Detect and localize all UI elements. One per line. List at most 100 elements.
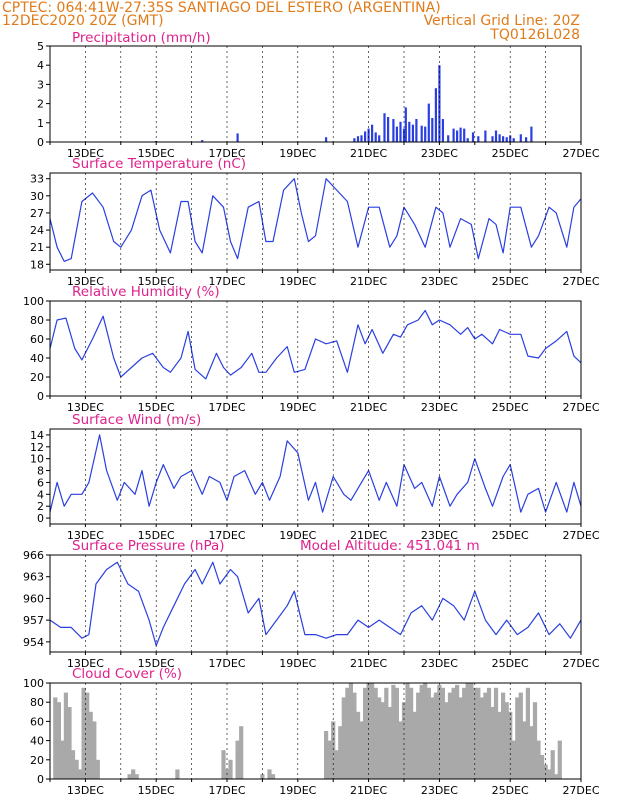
humidity-plot: 0 20 40 60 80 100 13DEC 15DEC 17DEC 19DEC 21DEC 23D… <box>23 295 600 414</box>
cloud-bar-30 <box>341 697 346 779</box>
cloud-bar-76 <box>504 702 509 779</box>
panel-cloud-cover: Cloud Cover (%) 0 20 40 60 80 100 13DEC 15DEC 17… <box>23 666 600 797</box>
cloud-bar-39 <box>373 687 378 779</box>
wind-title: Surface Wind (m/s) <box>72 412 201 428</box>
xtick-label-0-4: 21DEC <box>350 147 387 160</box>
precip-bar-30 <box>452 128 455 142</box>
plot-frame-3 <box>49 428 582 525</box>
plot-frame-2 <box>49 300 582 397</box>
xtick-label-2-4: 21DEC <box>350 401 387 414</box>
cloud-bar-13 <box>127 774 132 779</box>
plot-frame-1 <box>49 172 582 271</box>
xtick-label-4-3: 19DEC <box>279 657 316 670</box>
precip-bar-35 <box>471 132 475 142</box>
xtick-label-1-1: 15DEC <box>138 275 175 288</box>
panel-temperature: Surface Temperature (nC) 18 21 24 27 30 33 13D… <box>30 156 600 288</box>
ytick-label-1-5: 33 <box>30 173 44 186</box>
xtick-label-0-2: 17DEC <box>208 147 245 160</box>
precip-bar-45 <box>519 134 522 142</box>
precip-bar-26 <box>434 88 437 142</box>
cloud-plot: 0 20 40 60 80 100 13DEC 15DEC 17DEC 19DEC 21DEC 23D… <box>23 677 600 797</box>
cloud-bar-51 <box>416 692 421 779</box>
precip-bar-18 <box>404 107 407 142</box>
ytick-label-3-3: 6 <box>37 476 44 489</box>
xtick-label-5-7: 27DEC <box>562 784 599 797</box>
cloud-bar-60 <box>447 692 453 779</box>
series-line-4 <box>49 561 582 647</box>
xtick-label-1-0: 13DEC <box>67 275 104 288</box>
precip-bar-47 <box>530 126 533 142</box>
xtick-label-1-5: 23DEC <box>421 275 458 288</box>
xtick-label-1-3: 19DEC <box>279 275 316 288</box>
humidity-title: Relative Humidity (%) <box>72 284 220 300</box>
cloud-bar-75 <box>501 692 506 779</box>
cloud-bar-27 <box>331 721 336 779</box>
ytick-label-4-1: 957 <box>23 614 44 627</box>
precip-bar-43 <box>509 135 512 142</box>
cloud-bar-19 <box>228 759 233 779</box>
panel-humidity: Relative Humidity (%) 0 20 40 60 80 100 13DEC 1… <box>23 284 600 414</box>
xtick-label-3-5: 23DEC <box>421 529 458 542</box>
ytick-label-5-1: 20 <box>30 754 44 767</box>
precip-bar-34 <box>466 138 469 142</box>
cloud-bar-53 <box>423 683 428 779</box>
precip-bar-36 <box>477 136 480 142</box>
cloud-bar-35 <box>359 721 364 779</box>
ytick-label-3-4: 8 <box>37 465 44 478</box>
xtick-label-1-7: 27DEC <box>562 275 599 288</box>
precip-bar-42 <box>505 137 508 142</box>
precip-bar-21 <box>415 119 418 142</box>
cloud-bar-16 <box>175 769 180 779</box>
ytick-label-0-4: 4 <box>37 59 44 72</box>
cloud-bar-71 <box>486 687 492 779</box>
cloud-bar-90 <box>554 774 559 779</box>
cloud-bar-9 <box>85 692 90 779</box>
header-model-id: TQ0126L028 <box>489 27 580 43</box>
header-location: CPTEC: 064:41W-27:35S SANTIAGO DEL ESTER… <box>2 0 441 16</box>
xtick-label-4-4: 21DEC <box>350 657 387 670</box>
cloud-bar-3 <box>63 692 68 779</box>
ytick-label-4-4: 966 <box>23 549 44 562</box>
cloud-bar-84 <box>532 702 538 779</box>
plot-frame-4 <box>49 554 582 653</box>
cloud-bar-69 <box>479 697 484 779</box>
precip-bar-17 <box>402 128 406 142</box>
precip-bar-12 <box>383 113 386 142</box>
precip-bar-29 <box>447 135 450 142</box>
cloud-bar-8 <box>81 687 86 779</box>
ytick-label-5-2: 40 <box>30 735 44 748</box>
cloud-bar-91 <box>557 740 562 779</box>
cloud-bar-25 <box>324 731 329 779</box>
cloud-bar-7 <box>78 769 83 779</box>
xtick-label-2-6: 25DEC <box>492 401 529 414</box>
xtick-label-5-6: 25DEC <box>492 784 529 797</box>
xtick-label-4-2: 17DEC <box>208 657 245 670</box>
cloud-bar-10 <box>88 711 93 779</box>
cloud-bar-62 <box>455 684 460 779</box>
cloud-bar-81 <box>522 721 527 779</box>
cloud-bar-55 <box>430 697 435 779</box>
cloud-bar-50 <box>412 711 417 779</box>
precip-bar-22 <box>420 125 423 142</box>
precip-bar-20 <box>411 124 414 142</box>
cloud-bar-49 <box>409 687 414 779</box>
precip-bar-5 <box>356 136 360 142</box>
precip-bar-10 <box>374 132 377 142</box>
ytick-label-5-5: 100 <box>23 677 44 690</box>
pressure-title: Surface Pressure (hPa) <box>72 538 225 554</box>
cloud-bar-29 <box>338 726 343 779</box>
precip-title: Precipitation (mm/h) <box>72 30 211 46</box>
cloud-bar-28 <box>334 750 339 779</box>
header-grid-note: Vertical Grid Line: 20Z <box>424 13 580 29</box>
ytick-label-4-0: 954 <box>23 636 44 649</box>
precip-bar-28 <box>441 119 444 142</box>
cloud-bar-42 <box>384 687 389 779</box>
precip-bar-6 <box>360 135 363 142</box>
cloud-bar-2 <box>60 740 65 779</box>
cloud-bar-58 <box>440 687 445 779</box>
xtick-label-4-7: 27DEC <box>562 657 599 670</box>
precip-bar-8 <box>367 128 370 142</box>
plot-frame-0 <box>49 45 582 143</box>
ytick-label-1-0: 18 <box>30 258 44 271</box>
